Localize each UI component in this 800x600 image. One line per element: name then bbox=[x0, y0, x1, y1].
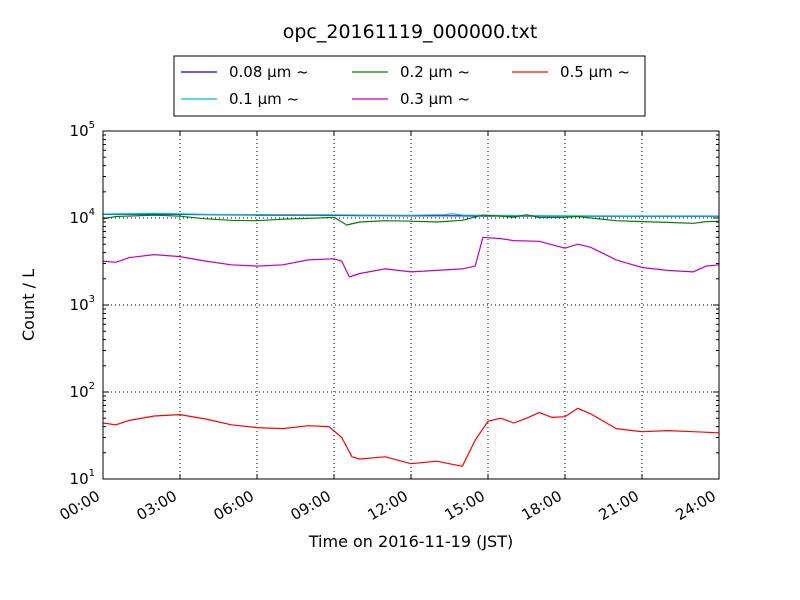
chart-title: opc_20161119_000000.txt bbox=[283, 21, 538, 43]
grid bbox=[103, 131, 719, 479]
y-tick-label: 102 bbox=[70, 381, 95, 401]
y-tick-label: 103 bbox=[70, 294, 95, 314]
series-line-4 bbox=[102, 407, 720, 467]
legend-box bbox=[173, 55, 646, 117]
series-line-1 bbox=[102, 212, 719, 217]
y-axis-label: Count / L bbox=[19, 269, 38, 341]
y-tick-label: 104 bbox=[70, 207, 95, 227]
legend: 0.08 μm ~ 0.1 μm ~ 0.2 μm ~ 0.3 μm ~ 0.5 μm … bbox=[173, 55, 646, 117]
y-tick-label: 105 bbox=[70, 120, 95, 140]
legend-label: 0.3 μm ~ bbox=[400, 90, 470, 108]
series-line-2 bbox=[102, 214, 720, 226]
legend-label: 0.2 μm ~ bbox=[400, 63, 470, 81]
x-axis-label: Time on 2016-11-19 (JST) bbox=[308, 532, 513, 551]
y-tick-label: 101 bbox=[70, 468, 95, 488]
series-layer bbox=[102, 212, 720, 467]
legend-label: 0.5 μm ~ bbox=[560, 63, 630, 81]
legend-label: 0.1 μm ~ bbox=[229, 90, 299, 108]
series-line-3 bbox=[102, 236, 720, 278]
legend-label: 0.08 μm ~ bbox=[229, 63, 309, 81]
